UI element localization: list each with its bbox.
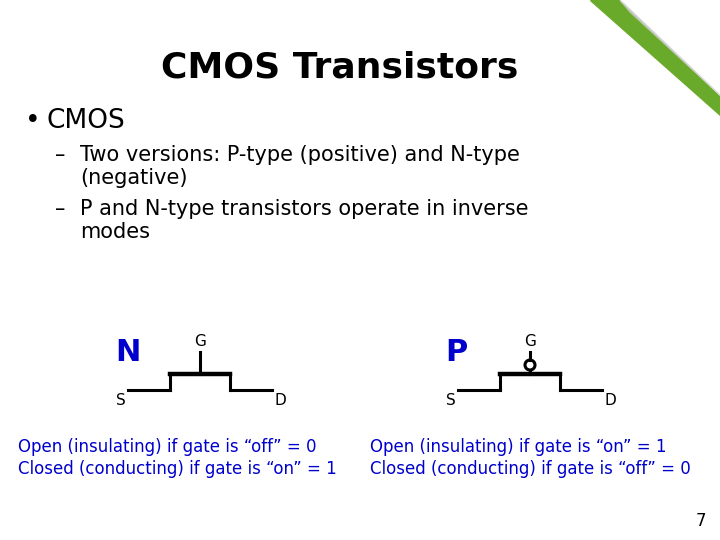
Text: P and N-type transistors operate in inverse: P and N-type transistors operate in inve… [80,199,528,219]
Text: S: S [116,393,126,408]
Text: (negative): (negative) [80,168,187,188]
Text: Closed (conducting) if gate is “on” = 1: Closed (conducting) if gate is “on” = 1 [18,460,337,478]
Text: Closed (conducting) if gate is “off” = 0: Closed (conducting) if gate is “off” = 0 [370,460,690,478]
Polygon shape [590,0,720,115]
Polygon shape [620,0,720,95]
Text: S: S [446,393,456,408]
Text: Open (insulating) if gate is “off” = 0: Open (insulating) if gate is “off” = 0 [18,438,317,456]
Text: P: P [445,338,467,367]
Text: modes: modes [80,222,150,242]
Text: G: G [524,334,536,349]
Text: Two versions: P-type (positive) and N-type: Two versions: P-type (positive) and N-ty… [80,145,520,165]
Text: CMOS: CMOS [47,108,126,134]
Text: G: G [194,334,206,349]
Polygon shape [620,0,720,95]
Text: D: D [274,393,286,408]
Text: N: N [115,338,140,367]
Text: CMOS Transistors: CMOS Transistors [161,51,518,85]
Text: Open (insulating) if gate is “on” = 1: Open (insulating) if gate is “on” = 1 [370,438,667,456]
Text: 7: 7 [696,512,706,530]
Text: –: – [55,145,66,165]
Text: •: • [25,108,40,134]
Text: –: – [55,199,66,219]
Text: D: D [604,393,616,408]
